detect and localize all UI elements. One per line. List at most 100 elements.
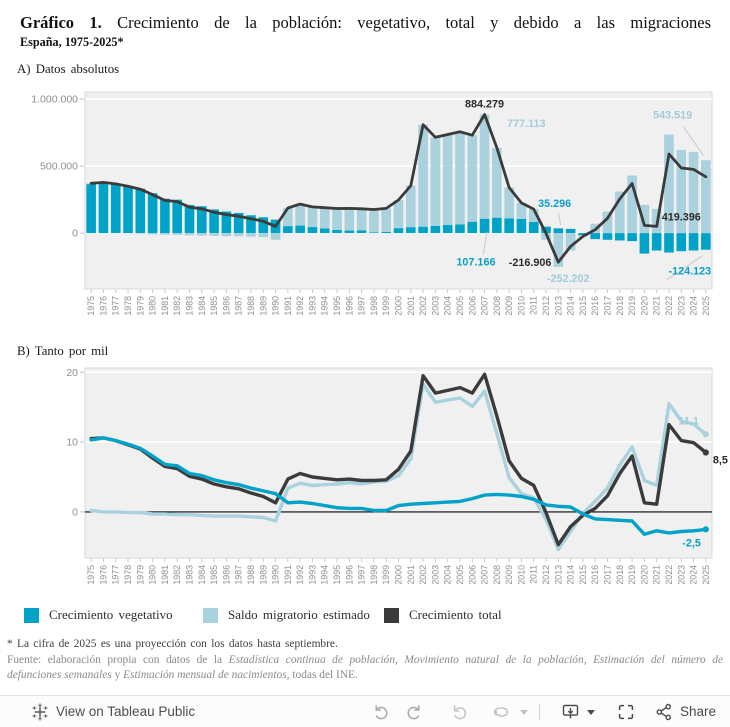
x-tick-label-year: 2015 (578, 296, 588, 316)
source-note-run: Estimación mensual de nacimientos (123, 668, 287, 681)
source-note-line1: Fuente: elaboración propia con datos de … (7, 653, 723, 668)
x-tick-label-year: 2004 (443, 296, 453, 316)
fullscreen-icon (618, 704, 634, 719)
x-tick-label-year: 2001 (406, 296, 416, 316)
y-tick-label: 0 (72, 228, 78, 240)
legend-item-vegetativo[interactable]: Crecimiento vegetativo (24, 607, 173, 623)
x-tick-label-year: 2004 (443, 565, 453, 585)
bar-vegetativo-2014 (565, 228, 576, 234)
bar-migratorio-1998 (369, 209, 379, 233)
line-vegetativo[interactable] (89, 436, 708, 536)
x-tick-label-year: 2021 (652, 565, 662, 585)
refresh-dropdown-caret[interactable] (519, 708, 529, 716)
line-total[interactable] (89, 372, 708, 547)
x-tick-label-year: 2005 (455, 565, 465, 585)
x-tick-label-year: 1992 (295, 296, 305, 316)
undo-button[interactable] (371, 702, 391, 722)
bar-migratorio-1986 (221, 233, 232, 237)
bar-migratorio-1997 (356, 208, 367, 231)
bar-migratorio-2014 (565, 233, 576, 251)
device-dropdown-caret[interactable] (586, 708, 596, 716)
replay-button[interactable] (450, 702, 470, 722)
caret-down-icon (519, 709, 528, 715)
x-tick-label-year: 1988 (246, 565, 256, 585)
bar-vegetativo-1976 (98, 182, 109, 234)
bar-vegetativo-1988 (246, 215, 256, 234)
legend-item-migratorio[interactable]: Saldo migratorio estimado (203, 607, 370, 623)
fullscreen-button[interactable] (616, 702, 636, 722)
x-tick-label-year: 2010 (516, 565, 526, 585)
bar-vegetativo-2015 (578, 233, 588, 236)
bar-migratorio-2000 (393, 199, 404, 229)
x-tick-label-year: 2025 (701, 565, 711, 585)
bar-migratorio-1987 (233, 233, 244, 237)
bar-vegetativo-1997 (356, 230, 367, 234)
x-tick-label-year: 1989 (258, 565, 268, 585)
legend-item-total[interactable]: Crecimiento total (384, 607, 502, 623)
x-tick-label-year: 2006 (467, 565, 477, 585)
bar-migratorio-2019 (627, 175, 637, 234)
x-tick-label-year: 2008 (492, 296, 502, 316)
bar-vegetativo-2025 (701, 233, 711, 250)
legend-label: Saldo migratorio estimado (228, 607, 370, 622)
footnotes: * La cifra de 2025 es una proyección con… (7, 638, 723, 682)
x-tick-label-year: 1991 (283, 565, 293, 585)
share-button[interactable]: Share (654, 702, 716, 722)
x-tick-label-year: 1979 (135, 565, 145, 585)
refresh-button[interactable] (491, 702, 513, 722)
bar-vegetativo-2009 (504, 218, 514, 234)
bar-vegetativo-2010 (516, 218, 527, 234)
source-note-run: , todas del INE. (286, 668, 358, 681)
download-device-button[interactable] (560, 702, 582, 722)
view-on-tableau-link[interactable]: View on Tableau Public (31, 702, 195, 721)
x-tick-label-year: 1997 (357, 296, 367, 316)
bar-migratorio-1983 (184, 233, 195, 236)
x-tick-label-year: 2019 (627, 296, 637, 316)
x-tick-label-year: 1990 (271, 565, 281, 585)
bar-migratorio-2017 (602, 211, 613, 234)
x-tick-label-year: 2008 (492, 565, 502, 585)
x-tick-label-year: 1996 (344, 296, 354, 316)
title-prefix: Gráfico 1. (20, 13, 102, 32)
bar-vegetativo-1996 (344, 230, 355, 234)
bar-migratorio-2011 (528, 209, 539, 222)
x-tick-label-year: 2020 (639, 565, 649, 585)
bar-vegetativo-2007 (479, 218, 490, 234)
line-migratorio[interactable] (89, 382, 708, 552)
bar-migratorio-1994 (319, 207, 330, 229)
end-dot-total (702, 449, 709, 456)
legend-label: Crecimiento vegetativo (49, 607, 173, 622)
bar-vegetativo-1975 (86, 184, 96, 234)
x-tick-label-year: 1997 (357, 565, 367, 585)
bars-migratorio[interactable] (86, 114, 711, 267)
bar-vegetativo-1981 (160, 198, 170, 234)
bar-migratorio-2009 (504, 187, 514, 219)
bar-migratorio-1989 (258, 233, 269, 238)
x-tick-label-year: 2002 (418, 296, 428, 316)
x-tick-label-year: 1978 (123, 296, 133, 316)
toolbar-actions: Share (371, 702, 716, 722)
x-tick-label-year: 2023 (676, 565, 686, 585)
bars-vegetativo[interactable] (86, 182, 711, 254)
y-tick-label: 10 (66, 437, 78, 449)
x-tick-label-year: 2016 (590, 565, 600, 585)
bar-vegetativo-1987 (233, 212, 244, 234)
bar-migratorio-1981 (160, 233, 170, 235)
redo-button[interactable] (404, 702, 424, 722)
bar-migratorio-2025 (701, 160, 711, 234)
legend-swatch-total (384, 607, 399, 623)
bar-vegetativo-2002 (418, 226, 428, 234)
x-tick-label-year: 1980 (148, 565, 158, 585)
plot-area (84, 367, 713, 559)
title-block: Gráfico 1. Crecimiento de la población: … (20, 12, 711, 50)
line-total[interactable] (89, 113, 708, 264)
x-tick-label-year: 2003 (430, 296, 440, 316)
x-tick-label-year: 1995 (332, 565, 342, 585)
bar-migratorio-2010 (516, 202, 527, 219)
x-tick-label-year: 1981 (160, 296, 170, 316)
